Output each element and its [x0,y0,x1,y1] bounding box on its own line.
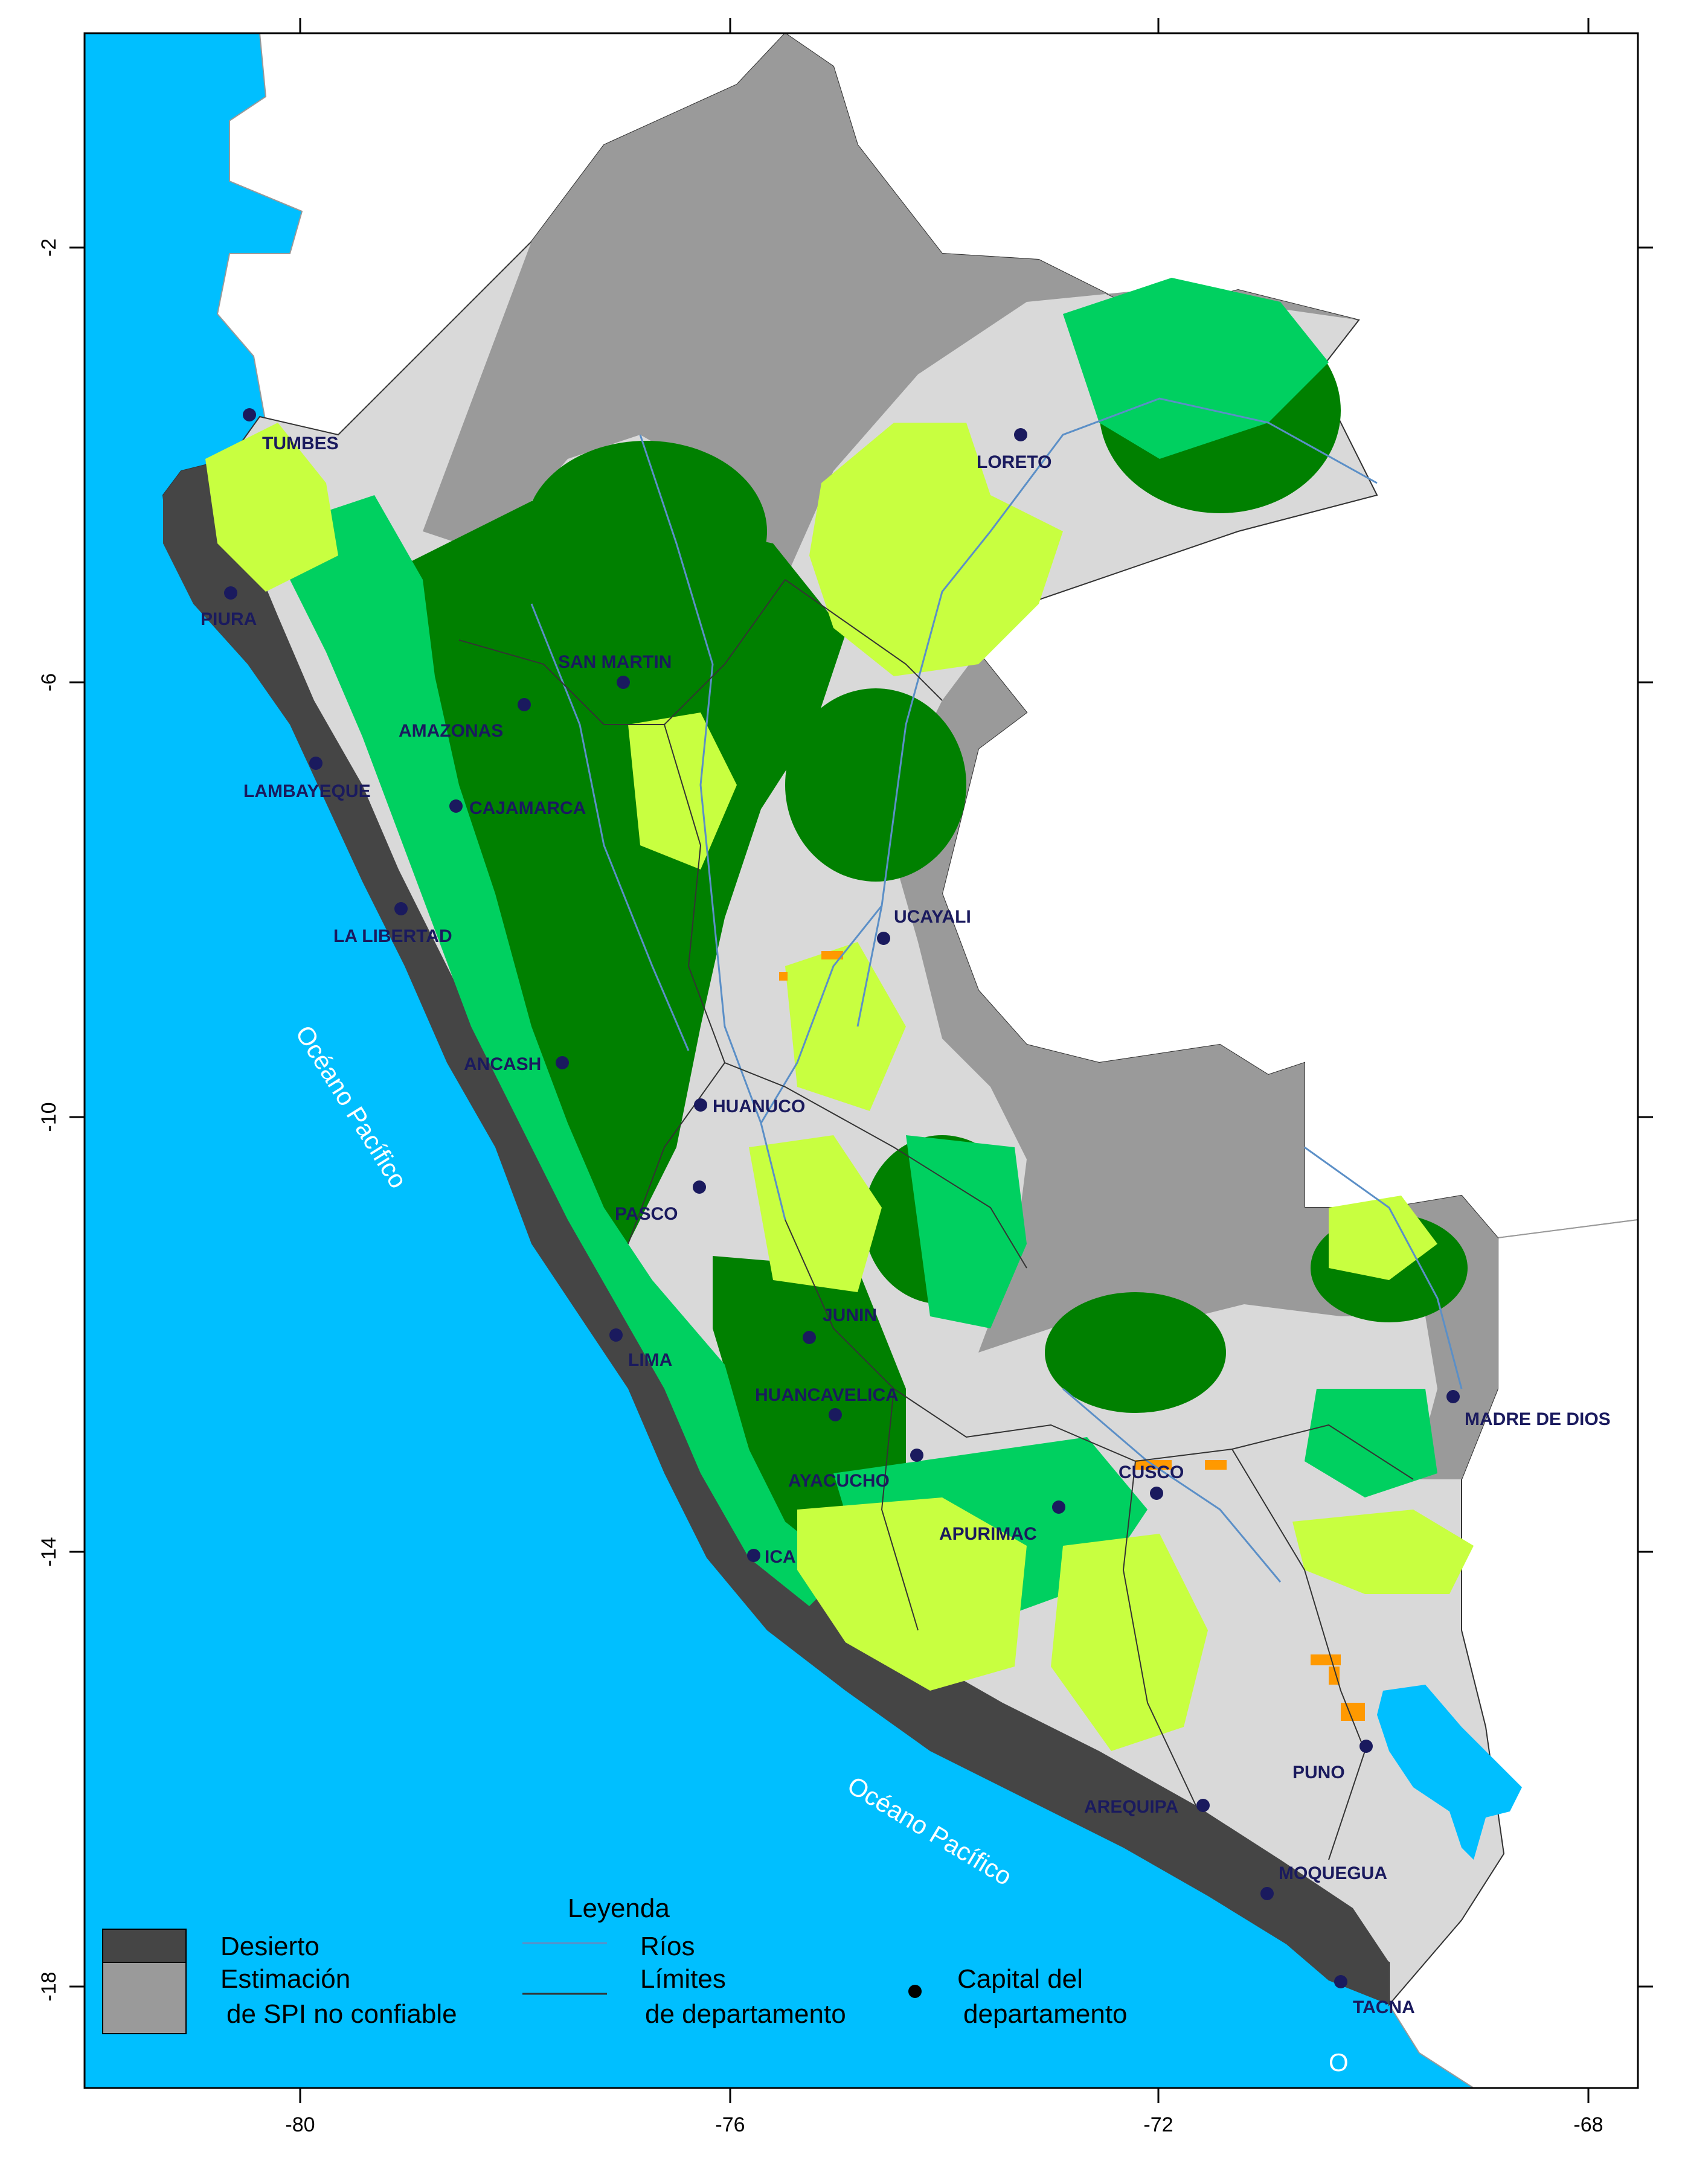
capital-huancavelica [829,1408,842,1421]
axis-ticks [69,18,1653,2103]
capital-huanuco [694,1098,707,1112]
legend-label-unreliable-2: de SPI no confiable [226,1999,457,2029]
lake-titicaca [1377,1685,1522,1860]
y-tick-label: -18 [37,1971,60,2001]
legend: Leyenda Desierto Estimación de SPI no co… [102,1894,1128,2034]
orange-patches [779,951,1365,1721]
x-tick-label: -80 [285,2113,315,2136]
y-tick-labels: -2 -6 -10 -14 -18 [37,239,60,2002]
capital-cajamarca [449,799,463,813]
dept-label: APURIMAC [939,1524,1037,1544]
capital-tumbes [243,408,256,421]
dept-label: AMAZONAS [399,721,503,741]
y-tick-label: -6 [37,673,60,691]
dept-label: MADRE DE DIOS [1465,1409,1611,1429]
dept-label: LA LIBERTAD [333,926,452,946]
capital-pasco [693,1180,706,1194]
legend-swatch-desert [102,1929,187,1963]
dept-label: ANCASH [464,1054,541,1074]
dept-label: CAJAMARCA [469,798,586,818]
capital-la-libertad [394,902,408,915]
capital-ayacucho [910,1449,923,1462]
capital-arequipa [1196,1799,1210,1812]
dept-label: HUANCAVELICA [755,1385,899,1405]
dept-label: AYACUCHO [788,1471,890,1491]
legend-title: Leyenda [568,1894,670,1923]
capital-tacna [1334,1975,1347,1988]
dept-label: PUNO [1292,1763,1345,1782]
department-labels: TUMBES PIURA LORETO SAN MARTIN AMAZONAS … [201,434,1611,2017]
capital-madre-de-dios [1446,1390,1460,1403]
legend-label-limits-2: de departamento [645,1999,846,2029]
y-tick-label: -2 [37,239,60,257]
y-tick-label: -10 [37,1102,60,1132]
capital-lambayeque [309,757,323,770]
legend-swatch-capital [908,1985,922,1998]
capital-san-martin [617,676,630,689]
dept-label: LORETO [977,452,1051,472]
map-panel: TUMBES PIURA LORETO SAN MARTIN AMAZONAS … [83,32,1639,2089]
x-tick-label: -72 [1143,2113,1173,2136]
dept-label: PASCO [615,1204,678,1224]
capital-lima [609,1328,623,1342]
dept-label: ICA [765,1547,796,1567]
dept-label: SAN MARTIN [558,652,672,672]
dept-label: TUMBES [262,434,339,453]
dept-label: LIMA [628,1350,672,1370]
x-tick-labels: -80 -76 -72 -68 [285,2113,1603,2136]
light-green-zones [205,423,1474,1751]
legend-label-unreliable-1: Estimación [220,1964,350,1994]
dept-label: LAMBAYEQUE [243,781,371,801]
dept-label: PIURA [201,609,257,629]
dept-label: HUANUCO [713,1097,805,1116]
capital-loreto [1014,428,1027,441]
dept-label: MOQUEGUA [1279,1863,1387,1883]
capital-junin [803,1331,816,1344]
legend-label-desert: Desierto [220,1932,319,1961]
y-tick-label: -14 [37,1537,60,1566]
capital-cusco [1150,1487,1163,1500]
ocean-label-partial: O [1329,2048,1349,2077]
capital-amazonas [518,698,531,711]
dept-label: AREQUIPA [1084,1797,1178,1817]
map-border [83,32,1639,2089]
capital-ancash [556,1056,569,1069]
legend-swatch-unreliable [102,1962,187,2034]
dept-label: UCAYALI [894,907,971,927]
capital-ucayali [877,932,890,945]
capital-puno [1359,1740,1373,1753]
dept-label: TACNA [1353,1997,1415,2017]
capital-ica [747,1549,760,1562]
capital-moquegua [1260,1887,1274,1900]
legend-label-capital-2: departamento [963,1999,1128,2029]
legend-label-capital-1: Capital del [957,1964,1083,1994]
department-borders [458,579,1414,1860]
dept-label: JUNIN [823,1305,877,1325]
capital-piura [224,586,237,600]
x-tick-label: -68 [1573,2113,1603,2136]
legend-label-rivers: Ríos [640,1932,695,1961]
capital-apurimac [1052,1500,1065,1514]
x-tick-label: -76 [715,2113,745,2136]
legend-label-limits-1: Límites [640,1964,726,1994]
capital-dots [224,408,1460,1988]
dept-label: CUSCO [1119,1462,1184,1482]
